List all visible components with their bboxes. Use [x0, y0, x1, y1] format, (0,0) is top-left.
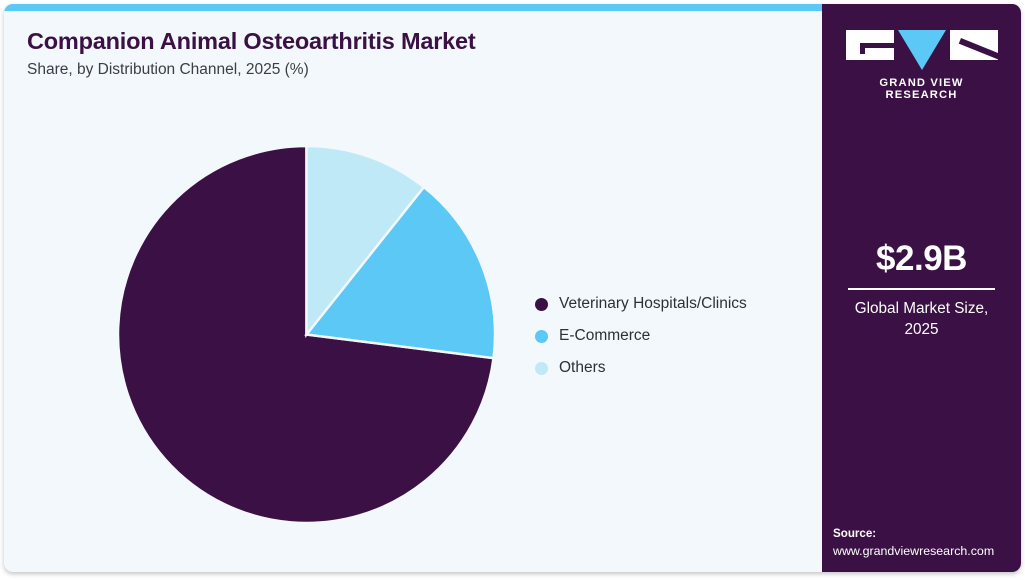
legend-item-veterinary[interactable]: Veterinary Hospitals/Clinics: [535, 288, 747, 320]
legend-item-ecommerce[interactable]: E-Commerce: [535, 320, 747, 352]
legend-item-label: Veterinary Hospitals/Clinics: [559, 295, 747, 312]
key-stat: $2.9B Global Market Size, 2025: [822, 241, 1021, 340]
source-attribution: Source: www.grandviewresearch.com: [833, 526, 1021, 560]
chart-header: Companion Animal Osteoarthritis Market S…: [27, 28, 797, 80]
top-accent-strip: [4, 4, 822, 11]
pie-chart-svg: [116, 144, 497, 525]
legend-swatch-icon: [535, 297, 548, 311]
page-title: Companion Animal Osteoarthritis Market: [27, 28, 476, 54]
chart-legend: Veterinary Hospitals/Clinics E-Commerce …: [535, 288, 747, 384]
brand-wordmark: GRAND VIEW RESEARCH: [879, 77, 964, 101]
pie-slice[interactable]: [304, 185, 497, 360]
pie-chart-area: [4, 4, 822, 572]
chart-subtitle: Share, by Distribution Channel, 2025 (%): [27, 61, 309, 79]
gvr-logo-r-icon: [949, 30, 998, 60]
stat-value: $2.9B: [876, 239, 967, 278]
stat-label: Global Market Size, 2025: [854, 300, 989, 338]
source-url[interactable]: www.grandviewresearch.com: [833, 544, 995, 559]
stat-divider: [848, 288, 995, 290]
legend-item-others[interactable]: Others: [535, 352, 747, 384]
logo-marks: [845, 30, 998, 70]
legend-item-label: E-Commerce: [559, 327, 651, 344]
legend-swatch-icon: [535, 361, 548, 375]
brand-sidebar: GRAND VIEW RESEARCH $2.9B Global Market …: [822, 4, 1021, 572]
pie-slice[interactable]: [305, 144, 426, 339]
brand-logo: GRAND VIEW RESEARCH: [845, 30, 998, 101]
gvr-logo-g-icon: [845, 30, 894, 60]
source-title: Source:: [833, 527, 877, 541]
legend-swatch-icon: [535, 329, 548, 343]
gvr-logo-v-triangle-icon: [897, 30, 946, 70]
legend-item-label: Others: [559, 359, 606, 376]
infographic-card: Companion Animal Osteoarthritis Market S…: [4, 4, 1021, 572]
